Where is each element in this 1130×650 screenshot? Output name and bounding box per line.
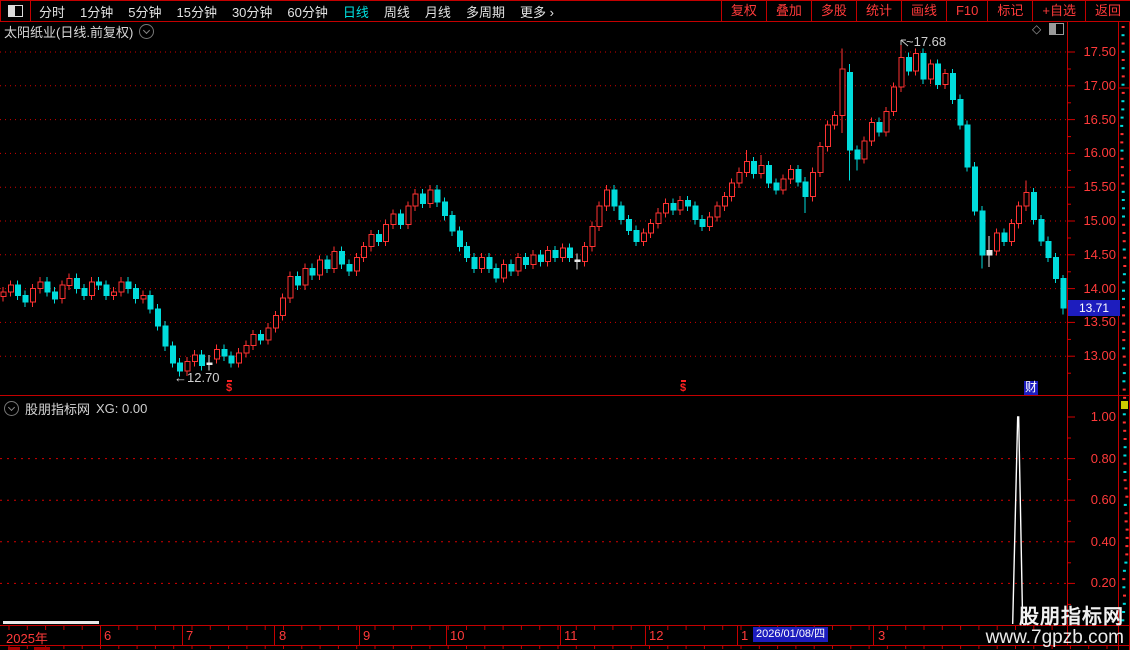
marker-caret — [680, 380, 686, 382]
period-tab-0[interactable]: 分时 — [39, 4, 66, 20]
page-title: 太阳纸业(日线.前复权) — [4, 25, 134, 40]
period-tab-8[interactable]: 月线 — [424, 4, 451, 20]
function-menu-item-3[interactable]: 统计 — [855, 1, 901, 21]
marker-caret — [226, 380, 232, 382]
function-menu-item-0[interactable]: 复权 — [720, 1, 766, 21]
horizontal-scrollbar-thumb[interactable] — [3, 621, 99, 624]
marker-label: 财 — [1024, 380, 1037, 394]
dividend-marker[interactable]: $ — [222, 380, 236, 395]
watermark-site-name: 股朋指标网 — [1019, 606, 1124, 629]
top-toolbar: 分时 1分钟 5分钟 15分钟 30分钟 60分钟 日线 周线 月线 多周期 更多 › 复权 叠加 多股… — [0, 0, 1130, 22]
period-tab-4[interactable]: 30分钟 — [231, 4, 273, 20]
indicator-header[interactable]: 股朋指标网 XG: 0.00 — [4, 399, 147, 418]
period-tab-10[interactable]: 更多 › — [519, 4, 554, 20]
function-menu-item-7[interactable]: +自选 — [1032, 1, 1085, 21]
function-menu-item-2[interactable]: 多股 — [810, 1, 856, 21]
function-menu-item-5[interactable]: F10 — [945, 1, 987, 21]
function-menu: 复权 叠加 多股 统计 画线 F10 标记 +自选 返回 — [720, 1, 1130, 21]
high-price-annotation: ~17.68 — [906, 34, 947, 49]
period-tab-3[interactable]: 15分钟 — [176, 4, 217, 20]
last-price-badge: 13.71 — [1068, 300, 1120, 316]
dividend-marker[interactable]: $ — [676, 380, 690, 395]
marker-label: $ — [225, 382, 233, 394]
watermark-url: www.7gpzb.com — [985, 627, 1124, 649]
period-tab-9[interactable]: 多周期 — [465, 4, 505, 20]
titlebar-tools: ◇ — [1032, 22, 1065, 36]
period-tab-1[interactable]: 1分钟 — [80, 4, 114, 20]
split-pane-icon — [8, 5, 23, 17]
chevron-down-icon[interactable] — [139, 24, 155, 39]
function-menu-item-8[interactable]: 返回 — [1084, 1, 1130, 21]
function-menu-item-6[interactable]: 标记 — [987, 1, 1032, 21]
watermark: 股朋指标网 www.7gpzb.com — [986, 607, 1124, 648]
minimap-strip[interactable] — [1119, 26, 1130, 622]
function-menu-item-1[interactable]: 叠加 — [765, 1, 811, 21]
period-tabs: 分时 1分钟 5分钟 15分钟 30分钟 60分钟 日线 周线 月线 多周期 更多 › — [31, 1, 554, 21]
diamond-icon[interactable]: ◇ — [1032, 22, 1042, 36]
chart-title-bar[interactable]: 太阳纸业(日线.前复权) — [4, 22, 155, 41]
marker-label: $ — [679, 382, 687, 394]
chevron-down-icon[interactable] — [4, 401, 19, 416]
period-tab-5[interactable]: 60分钟 — [287, 4, 328, 20]
window-layout-button[interactable] — [0, 1, 31, 21]
indicator-name: 股朋指标网 — [25, 402, 91, 417]
period-tab-2[interactable]: 5分钟 — [128, 4, 162, 20]
period-tab-6[interactable]: 日线 — [342, 4, 369, 20]
period-tab-7[interactable]: 周线 — [383, 4, 410, 20]
highlighted-date-badge: 2026/01/08/四 — [753, 627, 829, 642]
indicator-value: XG: 0.00 — [96, 401, 148, 416]
function-menu-item-4[interactable]: 画线 — [900, 1, 946, 21]
low-price-annotation: ←12.70 — [174, 370, 220, 385]
split-pane-icon[interactable] — [1049, 23, 1065, 35]
finance-report-marker[interactable]: 财 — [1024, 381, 1038, 395]
